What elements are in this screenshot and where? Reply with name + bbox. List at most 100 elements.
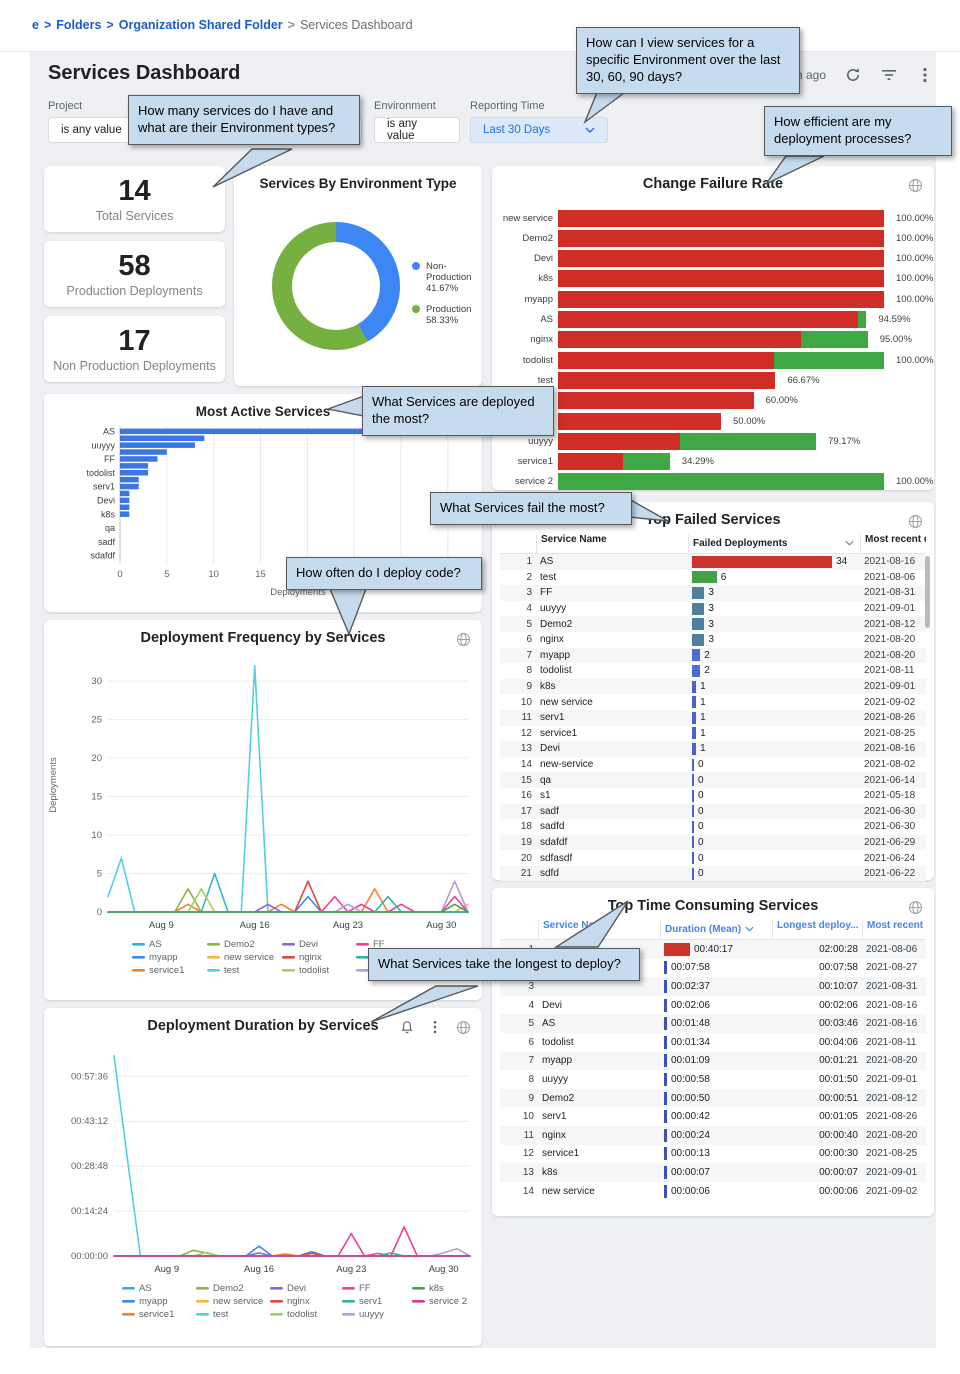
table-row[interactable]: 10 new service 1 2021-09-02	[500, 694, 926, 710]
table-row[interactable]: 7 myapp 2 2021-08-20	[500, 647, 926, 664]
legend-item-AS[interactable]: AS	[139, 1283, 152, 1294]
bar[interactable]	[120, 483, 139, 490]
column-header-service-name[interactable]: Service Name	[536, 534, 688, 553]
table-row[interactable]: 3 00:02:37 00:10:07 2021-08-31	[500, 977, 926, 996]
series-line-service1[interactable]	[107, 888, 469, 913]
cfr-failed-bar[interactable]	[558, 311, 859, 328]
legend-item-Devi[interactable]: Devi	[299, 939, 318, 950]
cfr-failed-bar[interactable]	[558, 453, 624, 471]
bar[interactable]	[120, 470, 149, 476]
table-row[interactable]: 12 service1 1 2021-08-25	[500, 726, 926, 742]
table-row[interactable]: 4 uuyyy 3 2021-09-01	[500, 601, 926, 617]
cfr-success-bar[interactable]	[679, 432, 817, 450]
legend-item-FF[interactable]: FF	[373, 939, 385, 950]
bar[interactable]	[120, 442, 195, 448]
bar[interactable]	[120, 428, 467, 435]
cfr-failed-bar[interactable]	[558, 331, 801, 349]
breadcrumb-home[interactable]: e	[32, 18, 39, 32]
bar[interactable]	[120, 497, 130, 504]
table-row[interactable]: 16 s1 0 2021-05-18	[500, 788, 926, 804]
table-row[interactable]: 10 serv1 00:00:42 00:01:05 2021-08-26	[500, 1107, 926, 1126]
table-row[interactable]: 4 Devi 00:02:06 00:02:06 2021-08-16	[500, 996, 926, 1015]
legend-item-new service[interactable]: new service	[213, 1296, 263, 1307]
bar[interactable]	[120, 511, 130, 517]
deployment-frequency-line-chart[interactable]: 0 5 10 15 20 25 30 Aug 9 Aug 16 Aug 23 Aug 30 Deplo…	[44, 646, 482, 998]
table-row[interactable]: 18 sadfd 0 2021-06-30	[500, 819, 926, 835]
cfr-failed-bar[interactable]	[558, 290, 884, 308]
legend-item-k8s[interactable]: k8s	[429, 1283, 444, 1294]
table-row[interactable]: 14 new-service 0 2021-08-02	[500, 757, 926, 773]
column-header-failed-deployments[interactable]: Failed Deployments	[688, 534, 860, 553]
globe-icon[interactable]	[906, 898, 924, 916]
legend-item-service1[interactable]: service1	[149, 965, 184, 976]
breadcrumb-folders[interactable]: Folders	[56, 18, 102, 32]
series-line-test[interactable]	[107, 664, 469, 913]
legend-item-nginx[interactable]: nginx	[299, 952, 322, 963]
table-row[interactable]: 2 test 6 2021-08-06	[500, 570, 926, 586]
cfr-failed-bar[interactable]	[558, 432, 680, 450]
breadcrumb-org-shared-folder[interactable]: Organization Shared Folder	[118, 18, 283, 32]
table-row[interactable]: 13 Devi 1 2021-08-16	[500, 741, 926, 757]
deployment-duration-line-chart[interactable]: 00:00:00 00:14:24 00:28:48 00:43:12 00:57:36…	[44, 1034, 482, 1344]
filter-list-icon[interactable]	[880, 66, 898, 84]
column-header-duration-mean[interactable]: Duration (Mean)	[660, 920, 772, 939]
table-row[interactable]: 13 k8s 00:00:07 00:00:07 2021-09-01	[500, 1163, 926, 1182]
legend-item-todolist[interactable]: todolist	[287, 1309, 317, 1320]
table-row[interactable]: 1 AS 34 2021-08-16	[500, 554, 926, 570]
cfr-failed-bar[interactable]	[558, 270, 884, 288]
legend-item-AS[interactable]: AS	[149, 939, 162, 950]
table-row[interactable]: 20 sdfasdf 0 2021-06-24	[500, 850, 926, 866]
cfr-failed-bar[interactable]	[558, 229, 884, 247]
table-row[interactable]: 9 k8s 1 2021-09-01	[500, 678, 926, 695]
legend-label[interactable]: Non-	[426, 261, 447, 272]
legend-item-new service[interactable]: new service	[224, 952, 274, 963]
legend-item-test[interactable]: test	[224, 965, 240, 976]
legend-item-Devi[interactable]: Devi	[287, 1283, 306, 1294]
legend-item-service 2[interactable]: service 2	[429, 1296, 467, 1307]
legend-item-serv1[interactable]: serv1	[359, 1296, 382, 1307]
globe-icon[interactable]	[906, 176, 924, 194]
environment-filter[interactable]: is any value	[374, 117, 460, 143]
cfr-failed-bar[interactable]	[558, 371, 776, 389]
table-row[interactable]: 5 AS 00:01:48 00:03:46 2021-08-16	[500, 1014, 926, 1033]
bar[interactable]	[120, 435, 205, 442]
table-row[interactable]: 12 service1 00:00:13 00:00:30 2021-08-25	[500, 1145, 926, 1164]
cfr-failed-bar[interactable]	[558, 412, 721, 430]
legend-label[interactable]: Production	[426, 304, 471, 315]
legend-item-nginx[interactable]: nginx	[287, 1296, 310, 1307]
table-row[interactable]: 8 todolist 2 2021-08-11	[500, 663, 926, 679]
legend-label[interactable]: Production	[426, 272, 471, 283]
column-header-most-recent-deployment[interactable]: Most recent deployment	[860, 534, 926, 553]
cfr-failed-bar[interactable]	[558, 392, 754, 410]
table-row[interactable]: 21 sdfd 0 2021-06-22	[500, 865, 926, 882]
cfr-success-bar[interactable]	[774, 351, 884, 369]
table-row[interactable]: 15 qa 0 2021-06-14	[500, 772, 926, 788]
series-line-k8s[interactable]	[107, 903, 469, 913]
cfr-failed-bar[interactable]	[558, 351, 775, 369]
reporting-time-filter[interactable]: Last 30 Days	[470, 117, 608, 143]
table-row[interactable]: 6 todolist 00:01:34 00:04:06 2021-08-11	[500, 1033, 926, 1052]
table-row[interactable]: 8 uuyyy 00:00:58 00:01:50 2021-09-01	[500, 1070, 926, 1089]
table-row[interactable]: 3 FF 3 2021-08-31	[500, 585, 926, 601]
legend-item-Demo2[interactable]: Demo2	[213, 1283, 244, 1294]
kebab-menu-icon[interactable]	[916, 66, 934, 84]
table-row[interactable]: 9 Demo2 00:00:50 00:00:51 2021-08-12	[500, 1088, 926, 1108]
bar[interactable]	[120, 490, 130, 497]
bar[interactable]	[120, 504, 130, 511]
globe-icon[interactable]	[906, 512, 924, 530]
cfr-success-bar[interactable]	[858, 311, 867, 328]
table-row[interactable]: 11 nginx 00:00:24 00:00:40 2021-08-20	[500, 1125, 926, 1145]
series-line-serv1[interactable]	[107, 895, 469, 913]
table-row[interactable]: 7 myapp 00:01:09 00:01:21 2021-08-20	[500, 1051, 926, 1071]
legend-item-test[interactable]: test	[213, 1309, 229, 1320]
table-row[interactable]: 19 sdafdf 0 2021-06-29	[500, 834, 926, 851]
table-row[interactable]: 11 serv1 1 2021-08-26	[500, 709, 926, 726]
legend-item-uuyyy[interactable]: uuyyy	[359, 1309, 384, 1320]
table-row[interactable]: 17 sadf 0 2021-06-30	[500, 803, 926, 820]
cfr-success-bar[interactable]	[558, 473, 884, 491]
bar[interactable]	[120, 463, 149, 469]
column-header-service-name[interactable]: Service Name	[538, 920, 660, 939]
legend-item-myapp[interactable]: myapp	[149, 952, 178, 963]
series-line-AS[interactable]	[107, 872, 469, 913]
